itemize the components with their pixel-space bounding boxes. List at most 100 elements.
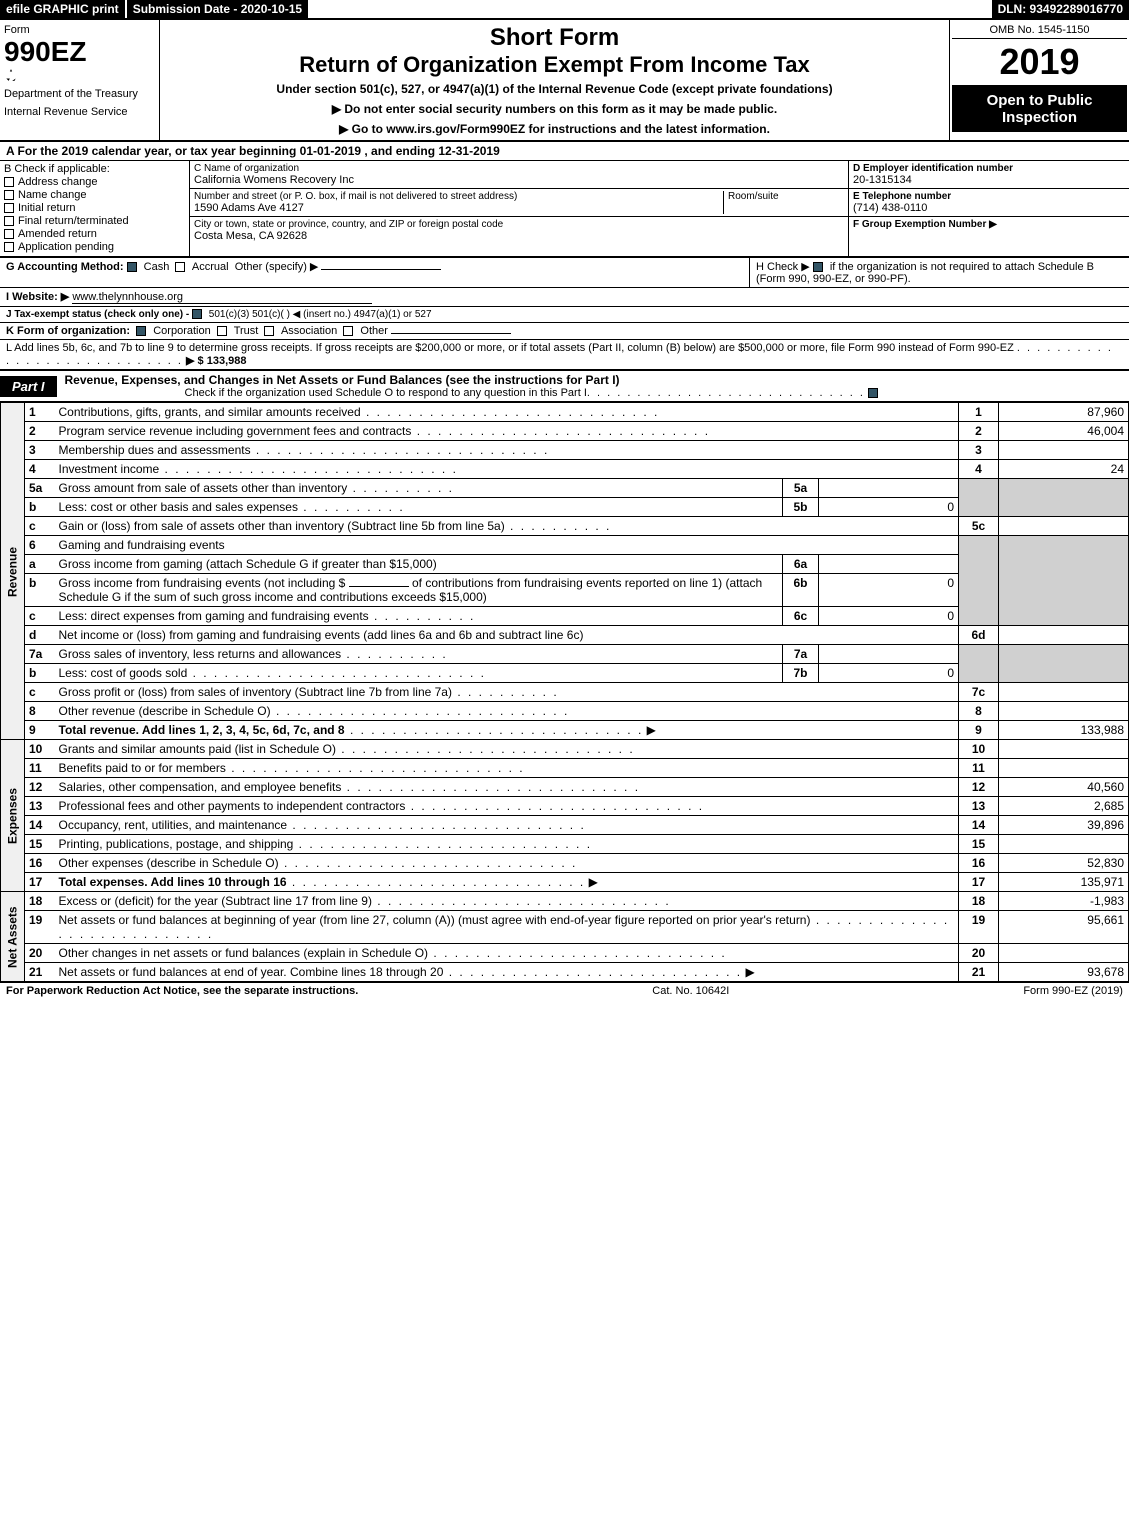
j-label: J Tax-exempt status (check only one) - [6, 309, 189, 320]
line-6d-num: d [25, 626, 55, 645]
line-15-desc: Printing, publications, postage, and shi… [59, 837, 294, 851]
line-3-col: 3 [959, 441, 999, 460]
line-15-val [999, 835, 1129, 854]
line-5c-val [999, 517, 1129, 536]
line-2-desc: Program service revenue including govern… [59, 424, 412, 438]
check-cash[interactable] [127, 262, 137, 272]
line-19-num: 19 [25, 911, 55, 944]
line-17-val: 135,971 [999, 873, 1129, 892]
room-label: Room/suite [728, 191, 844, 202]
website-link[interactable]: www.thelynnhouse.org [72, 291, 372, 304]
part1-header: Part I Revenue, Expenses, and Changes in… [0, 371, 1129, 402]
line-4-val: 24 [999, 460, 1129, 479]
line-21-desc: Net assets or fund balances at end of ye… [59, 965, 444, 979]
short-form-title: Short Form [168, 24, 941, 52]
top-bar: efile GRAPHIC print Submission Date - 20… [0, 0, 1129, 20]
line-5c-col: 5c [959, 517, 999, 536]
line-12-col: 12 [959, 778, 999, 797]
line-13-col: 13 [959, 797, 999, 816]
k-trust: Trust [234, 325, 259, 337]
line-2-col: 2 [959, 422, 999, 441]
footer-right: Form 990-EZ (2019) [1023, 985, 1123, 997]
line-18-num: 18 [25, 892, 55, 911]
phone-value: (714) 438-0110 [853, 202, 1125, 214]
line-5c-desc: Gain or (loss) from sale of assets other… [59, 519, 505, 533]
line-6c-num: c [25, 607, 55, 626]
line-17-num: 17 [25, 873, 55, 892]
goto-link[interactable]: ▶ Go to www.irs.gov/Form990EZ for instru… [168, 122, 941, 136]
line-3-desc: Membership dues and assessments [59, 443, 251, 457]
line-4-desc: Investment income [59, 462, 160, 476]
line-9-col: 9 [959, 721, 999, 740]
line-5a-sub: 5a [783, 479, 819, 498]
line-6d-col: 6d [959, 626, 999, 645]
line-l: L Add lines 5b, 6c, and 7b to line 9 to … [0, 340, 1129, 371]
line-7b-desc: Less: cost of goods sold [59, 666, 188, 680]
line-10-col: 10 [959, 740, 999, 759]
g-label: G Accounting Method: [6, 261, 124, 273]
info-grid: B Check if applicable: Address change Na… [0, 161, 1129, 258]
return-title: Return of Organization Exempt From Incom… [168, 52, 941, 78]
line-19-col: 19 [959, 911, 999, 944]
check-application-pending[interactable]: Application pending [4, 241, 185, 253]
line-6b-num: b [25, 574, 55, 607]
k-assoc: Association [281, 325, 337, 337]
line-16-num: 16 [25, 854, 55, 873]
line-9-num: 9 [25, 721, 55, 740]
phone-label: E Telephone number [853, 191, 1125, 202]
line-j: J Tax-exempt status (check only one) - 5… [0, 307, 1129, 323]
header-right: OMB No. 1545-1150 2019 Open to Public In… [949, 20, 1129, 140]
part1-tab: Part I [0, 376, 57, 397]
line-7b-sval: 0 [819, 664, 959, 683]
header-center: Short Form Return of Organization Exempt… [160, 20, 949, 140]
check-amended-return[interactable]: Amended return [4, 228, 185, 240]
line-6a-sub: 6a [783, 555, 819, 574]
line-19-val: 95,661 [999, 911, 1129, 944]
check-final-return[interactable]: Final return/terminated [4, 215, 185, 227]
check-accrual[interactable] [175, 262, 185, 272]
g-accrual: Accrual [192, 261, 229, 273]
check-other[interactable] [343, 326, 353, 336]
l-text: L Add lines 5b, 6c, and 7b to line 9 to … [6, 342, 1014, 354]
part1-check-text: Check if the organization used Schedule … [185, 387, 587, 399]
i-label: I Website: ▶ [6, 291, 69, 303]
street-label: Number and street (or P. O. box, if mail… [194, 191, 719, 202]
check-schedule-o[interactable] [868, 388, 878, 398]
recycle-icon [4, 69, 18, 81]
efile-label[interactable]: efile GRAPHIC print [0, 0, 125, 18]
check-h[interactable] [813, 262, 823, 272]
line-k: K Form of organization: Corporation Trus… [0, 323, 1129, 340]
line-14-num: 14 [25, 816, 55, 835]
line-6a-num: a [25, 555, 55, 574]
netassets-vlabel: Net Assets [1, 892, 25, 982]
line-20-col: 20 [959, 944, 999, 963]
check-corporation[interactable] [136, 326, 146, 336]
line-i: I Website: ▶ www.thelynnhouse.org [0, 288, 1129, 307]
line-11-val [999, 759, 1129, 778]
footer: For Paperwork Reduction Act Notice, see … [0, 982, 1129, 999]
line-6c-sval: 0 [819, 607, 959, 626]
under-section: Under section 501(c), 527, or 4947(a)(1)… [168, 82, 941, 96]
check-association[interactable] [264, 326, 274, 336]
form-label: Form [4, 24, 155, 36]
line-15-col: 15 [959, 835, 999, 854]
form-number: 990EZ [4, 36, 155, 68]
line-1-desc: Contributions, gifts, grants, and simila… [59, 405, 361, 419]
line-4-num: 4 [25, 460, 55, 479]
line-6b-sval: 0 [819, 574, 959, 607]
city-label: City or town, state or province, country… [194, 219, 844, 230]
check-501c3[interactable] [192, 309, 202, 319]
line-16-col: 16 [959, 854, 999, 873]
line-13-val: 2,685 [999, 797, 1129, 816]
ein-value: 20-1315134 [853, 174, 1125, 186]
line-16-val: 52,830 [999, 854, 1129, 873]
check-name-change[interactable]: Name change [4, 189, 185, 201]
line-5b-desc: Less: cost or other basis and sales expe… [59, 500, 298, 514]
line-2-num: 2 [25, 422, 55, 441]
dln: DLN: 93492289016770 [992, 0, 1129, 18]
line-20-num: 20 [25, 944, 55, 963]
line-9-val: 133,988 [999, 721, 1129, 740]
check-initial-return[interactable]: Initial return [4, 202, 185, 214]
check-address-change[interactable]: Address change [4, 176, 185, 188]
check-trust[interactable] [217, 326, 227, 336]
